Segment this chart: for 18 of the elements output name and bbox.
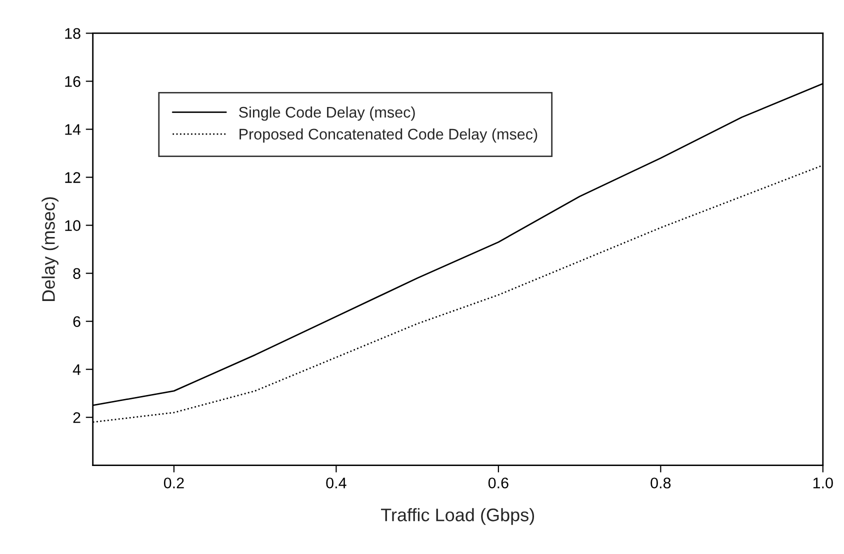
y-tick-label: 12 [65, 172, 80, 183]
x-tick-label: 0.2 [164, 478, 184, 488]
y-tick-label: 14 [65, 124, 81, 135]
y-tick-label: 8 [73, 268, 80, 279]
x-tick-label: 0.4 [326, 478, 346, 488]
y-tick-label: 2 [73, 412, 80, 423]
x-tick-label: 0.6 [488, 478, 508, 488]
y-tick-label: 10 [65, 220, 80, 231]
legend-label: Single Code Delay (msec) [239, 106, 415, 121]
y-axis-title: Delay (msec) [42, 197, 58, 301]
x-tick-label: 1.0 [813, 478, 833, 488]
legend-label: Proposed Concatenated Code Delay (msec) [240, 128, 538, 143]
y-tick-label: 18 [65, 28, 80, 39]
y-tick-label: 4 [72, 364, 81, 375]
x-axis-title: Traffic Load (Gbps) [381, 508, 534, 525]
y-tick-label: 6 [73, 316, 80, 328]
y-tick-label: 16 [65, 76, 80, 87]
x-tick-label: 0.8 [650, 478, 671, 488]
